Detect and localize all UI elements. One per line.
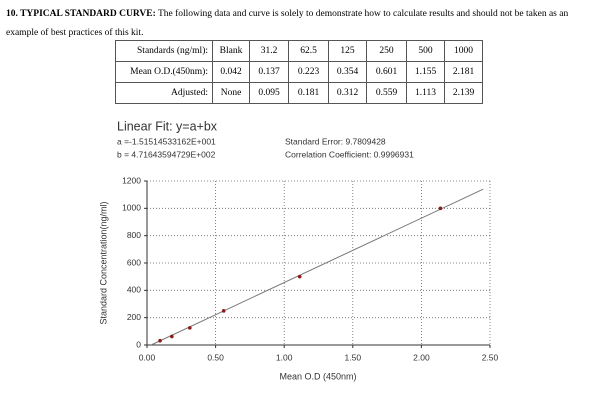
y-tick-label: 1000 xyxy=(122,203,141,213)
standard-error: Standard Error: 9.7809428 xyxy=(285,136,386,146)
x-tick-label: 1.00 xyxy=(276,352,293,362)
x-tick-label: 0.50 xyxy=(207,352,224,362)
fit-a: a =-1.51514533162E+001 xyxy=(117,136,216,146)
header-text: The following data and curve is solely t… xyxy=(6,9,569,38)
y-axis-label: Standard Concentration(ng/ml) xyxy=(98,201,108,324)
standards-table: Standards (ng/ml): Blank 31.2 62.5 125 250 500… xyxy=(115,40,483,104)
y-tick-label: 0 xyxy=(136,339,141,349)
data-point xyxy=(438,206,443,211)
fit-line xyxy=(150,188,484,346)
x-tick-label: 2.00 xyxy=(413,352,430,362)
header: 10. TYPICAL STANDARD CURVE: The followin… xyxy=(6,5,591,43)
x-tick-label: 1.50 xyxy=(345,352,362,362)
fit-title: Linear Fit: y=a+bx xyxy=(117,119,218,133)
data-point xyxy=(170,334,174,339)
y-tick-label: 800 xyxy=(127,230,141,240)
header-title: 10. TYPICAL STANDARD CURVE: xyxy=(6,9,156,19)
data-point xyxy=(221,309,226,313)
correlation: Correlation Coefficient: 0.9996931 xyxy=(285,149,414,159)
y-tick-label: 200 xyxy=(127,312,141,322)
table-cell: 2.139 xyxy=(444,82,483,104)
data-point xyxy=(188,326,192,330)
table-row: Mean O.D.(450nm): 0.042 0.137 0.223 0.354 0.6… xyxy=(115,61,483,83)
x-tick-label: 2.50 xyxy=(482,352,499,362)
data-point xyxy=(158,338,162,343)
y-tick-label: 1200 xyxy=(122,175,141,185)
table-row: Adjusted: None 0.095 0.181 0.312 0.559 1.113 2.… xyxy=(115,82,483,104)
table-cell: 0.559 xyxy=(366,82,407,104)
y-tick-label: 600 xyxy=(127,257,141,267)
fit-b: b = 4.71643594729E+002 xyxy=(117,149,216,159)
x-tick-label: 0.00 xyxy=(139,352,156,362)
data-point xyxy=(297,274,302,279)
x-axis-label: Mean O.D (450nm) xyxy=(279,371,356,381)
table-cell: Adjusted: xyxy=(115,82,213,104)
y-tick-label: 400 xyxy=(127,285,141,295)
